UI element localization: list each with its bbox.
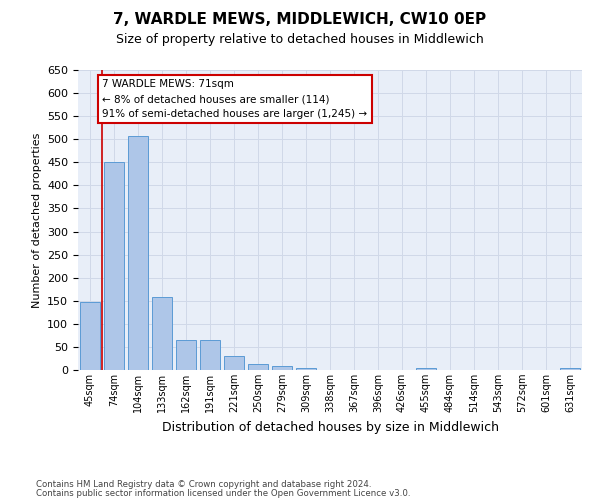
Bar [176, 340, 196, 370]
Bar [560, 368, 580, 370]
Text: Contains public sector information licensed under the Open Government Licence v3: Contains public sector information licen… [36, 490, 410, 498]
Text: 7, WARDLE MEWS, MIDDLEWICH, CW10 0EP: 7, WARDLE MEWS, MIDDLEWICH, CW10 0EP [113, 12, 487, 28]
Text: 7 WARDLE MEWS: 71sqm
← 8% of detached houses are smaller (114)
91% of semi-detac: 7 WARDLE MEWS: 71sqm ← 8% of detached ho… [103, 79, 368, 119]
Bar [224, 356, 244, 370]
Bar [296, 368, 316, 370]
Bar [128, 136, 148, 370]
Bar [200, 340, 220, 370]
Bar [152, 297, 172, 370]
Bar [416, 368, 436, 370]
Bar [248, 364, 268, 370]
Y-axis label: Number of detached properties: Number of detached properties [32, 132, 41, 308]
X-axis label: Distribution of detached houses by size in Middlewich: Distribution of detached houses by size … [161, 420, 499, 434]
Text: Contains HM Land Registry data © Crown copyright and database right 2024.: Contains HM Land Registry data © Crown c… [36, 480, 371, 489]
Bar [104, 162, 124, 370]
Bar [80, 302, 100, 370]
Bar [272, 366, 292, 370]
Text: Size of property relative to detached houses in Middlewich: Size of property relative to detached ho… [116, 32, 484, 46]
